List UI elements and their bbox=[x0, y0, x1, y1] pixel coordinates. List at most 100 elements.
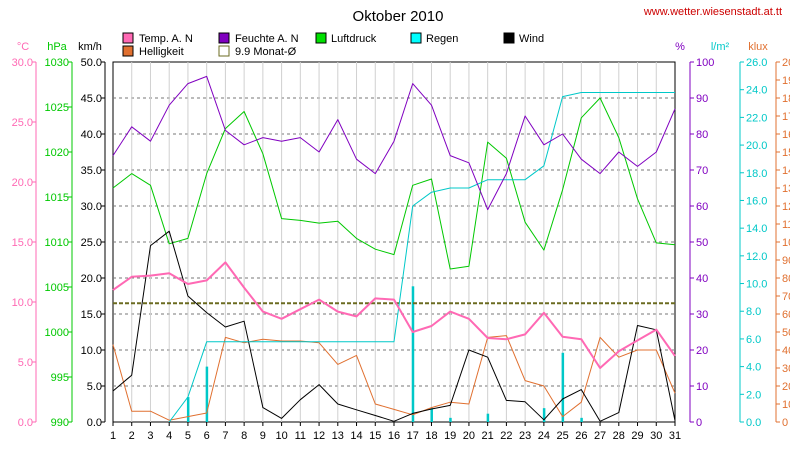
y-tick-label-temp: 5.0 bbox=[18, 357, 33, 369]
x-tick-label: 1 bbox=[110, 430, 116, 442]
y-tick-label-press: 995 bbox=[51, 372, 69, 384]
y-tick-label-wind: 35.0 bbox=[81, 165, 102, 177]
y-axis-title-temp: °C bbox=[17, 41, 29, 53]
y-tick-label-wind: 5.0 bbox=[87, 381, 102, 393]
x-tick-label: 31 bbox=[669, 430, 681, 442]
y-tick-label-rain: 10.0 bbox=[746, 279, 767, 291]
legend-swatch-rain bbox=[410, 32, 422, 44]
y-tick-label-rain: 4.0 bbox=[746, 362, 761, 374]
y-tick-label-rain: 12.0 bbox=[746, 251, 767, 263]
x-tick-label: 7 bbox=[222, 430, 228, 442]
legend-swatch-average bbox=[218, 45, 230, 57]
y-tick-label-lux: 30 bbox=[782, 363, 790, 375]
series-line-feuchte-a-n bbox=[112, 75, 676, 211]
x-tick-label: 29 bbox=[631, 430, 643, 442]
y-tick-label-temp: 25.0 bbox=[12, 117, 33, 129]
x-tick-label: 6 bbox=[204, 430, 210, 442]
y-tick-label-wind: 45.0 bbox=[81, 93, 102, 105]
rain-daily-bar bbox=[430, 408, 433, 422]
series-line-helligkeit bbox=[112, 335, 676, 421]
x-tick-label: 15 bbox=[369, 430, 381, 442]
y-tick-label-lux: 150 bbox=[782, 147, 790, 159]
y-tick-label-temp: 20.0 bbox=[12, 177, 33, 189]
x-tick-label: 5 bbox=[185, 430, 191, 442]
y-tick-label-lux: 40 bbox=[782, 345, 790, 357]
chart-title: Oktober 2010 bbox=[353, 8, 444, 25]
y-tick-label-lux: 170 bbox=[782, 111, 790, 123]
y-tick-label-lux: 120 bbox=[782, 201, 790, 213]
rain-daily-bar bbox=[580, 417, 583, 422]
y-tick-label-lux: 190 bbox=[782, 75, 790, 87]
y-tick-label-lux: 140 bbox=[782, 165, 790, 177]
y-tick-label-lux: 100 bbox=[782, 237, 790, 249]
x-tick-label: 12 bbox=[313, 430, 325, 442]
x-tick-label: 9 bbox=[260, 430, 266, 442]
y-axis-title-wind: km/h bbox=[78, 41, 102, 53]
y-tick-label-hum: 50 bbox=[696, 237, 708, 249]
y-axis-title-lux: klux bbox=[748, 41, 768, 53]
x-tick-label: 16 bbox=[388, 430, 400, 442]
y-tick-label-wind: 0.0 bbox=[87, 417, 102, 429]
y-tick-label-hum: 80 bbox=[696, 129, 708, 141]
y-tick-label-press: 1005 bbox=[45, 282, 69, 294]
x-tick-label: 23 bbox=[519, 430, 531, 442]
y-tick-label-hum: 20 bbox=[696, 345, 708, 357]
y-axis-title-press: hPa bbox=[47, 41, 67, 53]
y-tick-label-rain: 14.0 bbox=[746, 223, 767, 235]
y-tick-label-hum: 0 bbox=[696, 417, 702, 429]
x-tick-label: 2 bbox=[129, 430, 135, 442]
legend-swatch-wind bbox=[503, 32, 515, 44]
y-tick-label-lux: 80 bbox=[782, 273, 790, 285]
legend-label-brightness: Helligkeit bbox=[139, 46, 184, 58]
y-tick-label-wind: 15.0 bbox=[81, 309, 102, 321]
y-tick-label-wind: 30.0 bbox=[81, 201, 102, 213]
y-tick-label-lux: 110 bbox=[782, 219, 790, 231]
y-tick-label-hum: 60 bbox=[696, 201, 708, 213]
source-url: www.wetter.wiesenstadt.at.tt bbox=[643, 6, 782, 18]
y-tick-label-temp: 15.0 bbox=[12, 237, 33, 249]
y-tick-label-lux: 0 bbox=[782, 417, 788, 429]
x-tick-label: 25 bbox=[556, 430, 568, 442]
y-tick-label-lux: 10 bbox=[782, 399, 790, 411]
rain-daily-bar bbox=[486, 413, 490, 422]
y-tick-label-hum: 40 bbox=[696, 273, 708, 285]
x-tick-label: 20 bbox=[463, 430, 475, 442]
y-tick-label-hum: 70 bbox=[696, 165, 708, 177]
rain-daily-bar bbox=[542, 408, 546, 422]
x-tick-label: 4 bbox=[166, 430, 172, 442]
y-tick-label-rain: 16.0 bbox=[746, 195, 767, 207]
y-tick-label-hum: 90 bbox=[696, 93, 708, 105]
y-tick-label-rain: 20.0 bbox=[746, 140, 767, 152]
y-tick-label-temp: 0.0 bbox=[18, 417, 33, 429]
y-tick-label-lux: 160 bbox=[782, 129, 790, 141]
x-tick-label: 24 bbox=[538, 430, 550, 442]
legend-label-average: 9.9 Monat-Ø bbox=[235, 46, 297, 58]
y-tick-label-lux: 90 bbox=[782, 255, 790, 267]
y-tick-label-wind: 20.0 bbox=[81, 273, 102, 285]
y-tick-label-rain: 8.0 bbox=[746, 306, 761, 318]
y-tick-label-press: 1025 bbox=[45, 102, 69, 114]
x-tick-label: 8 bbox=[241, 430, 247, 442]
x-tick-label: 30 bbox=[650, 430, 662, 442]
x-tick-label: 14 bbox=[350, 430, 362, 442]
x-tick-label: 3 bbox=[147, 430, 153, 442]
legend-label-wind: Wind bbox=[519, 33, 544, 45]
y-tick-label-temp: 30.0 bbox=[12, 57, 33, 69]
y-tick-label-press: 1000 bbox=[45, 327, 69, 339]
y-tick-label-press: 990 bbox=[51, 417, 69, 429]
rain-daily-bar bbox=[411, 286, 415, 422]
y-tick-label-press: 1020 bbox=[45, 147, 69, 159]
rain-daily-bar bbox=[449, 417, 452, 422]
y-tick-label-rain: 22.0 bbox=[746, 112, 767, 124]
y-tick-label-hum: 30 bbox=[696, 309, 708, 321]
y-tick-label-press: 1010 bbox=[45, 237, 69, 249]
y-tick-label-lux: 20 bbox=[782, 381, 790, 393]
x-tick-label: 13 bbox=[332, 430, 344, 442]
y-tick-label-rain: 6.0 bbox=[746, 334, 761, 346]
y-tick-label-wind: 25.0 bbox=[81, 237, 102, 249]
x-tick-label: 26 bbox=[575, 430, 587, 442]
rain-daily-bar bbox=[561, 352, 565, 422]
legend-label-pressure: Luftdruck bbox=[331, 33, 377, 45]
y-tick-label-hum: 100 bbox=[696, 57, 714, 69]
